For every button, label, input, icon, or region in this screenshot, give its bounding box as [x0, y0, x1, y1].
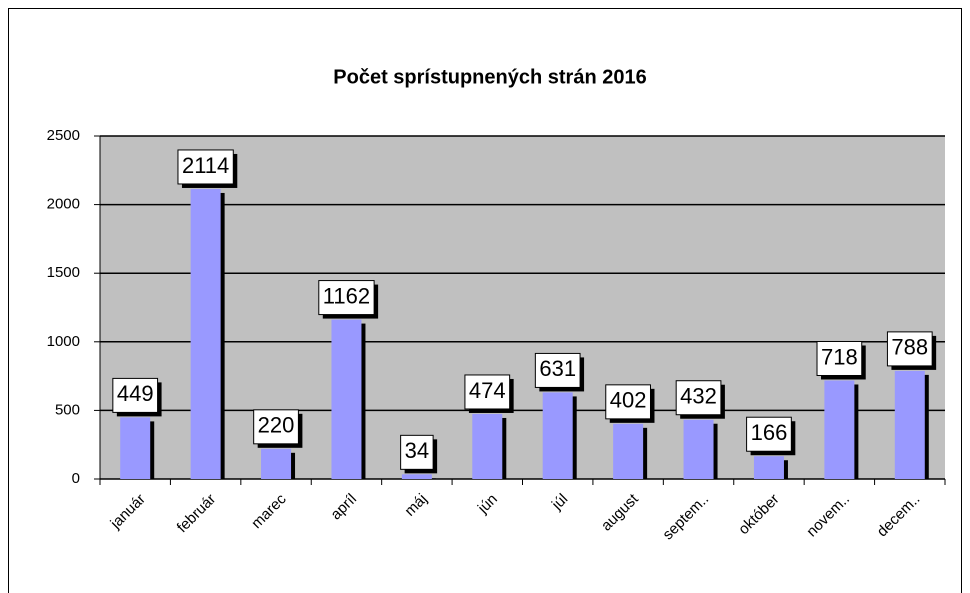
data-label: 220 — [258, 413, 295, 438]
data-label: 432 — [680, 384, 717, 409]
data-label-box — [400, 434, 434, 470]
data-label: 718 — [821, 344, 858, 369]
bar — [894, 370, 925, 479]
bar — [472, 413, 503, 479]
bar — [120, 417, 151, 479]
bar — [824, 380, 855, 479]
data-label-box — [112, 377, 159, 413]
plot-area — [100, 136, 945, 479]
bar — [331, 319, 362, 479]
data-label-box — [318, 280, 375, 316]
y-tick-label: 0 — [72, 470, 80, 487]
y-tick-label: 2000 — [47, 196, 80, 213]
data-label-box — [675, 380, 722, 416]
y-tick-label: 1000 — [47, 333, 80, 350]
data-label: 34 — [405, 438, 429, 463]
data-label: 2114 — [182, 153, 229, 178]
data-label: 631 — [539, 356, 576, 381]
data-label: 449 — [117, 381, 154, 406]
data-label: 1162 — [323, 283, 370, 308]
data-label: 166 — [751, 420, 788, 445]
chart-title: Počet sprístupnených strán 2016 — [333, 66, 646, 88]
bar — [613, 423, 644, 479]
data-label-box — [464, 374, 511, 410]
data-label-box — [605, 384, 651, 420]
data-label: 474 — [469, 378, 506, 403]
bar — [542, 392, 573, 479]
bar — [190, 188, 221, 479]
bar — [401, 474, 432, 479]
bar — [683, 419, 714, 479]
data-label-box — [253, 409, 299, 445]
data-label-box — [886, 331, 933, 367]
data-label: 788 — [891, 335, 928, 360]
data-label-box — [816, 340, 863, 376]
bar — [753, 456, 784, 479]
y-tick-label: 1500 — [47, 264, 80, 281]
y-tick-label: 2500 — [47, 127, 80, 144]
data-label-box — [177, 149, 234, 185]
bar — [261, 448, 292, 479]
data-label-box — [746, 416, 792, 452]
y-tick-label: 500 — [55, 401, 80, 418]
data-label: 402 — [610, 388, 647, 413]
data-label-box — [534, 352, 581, 388]
